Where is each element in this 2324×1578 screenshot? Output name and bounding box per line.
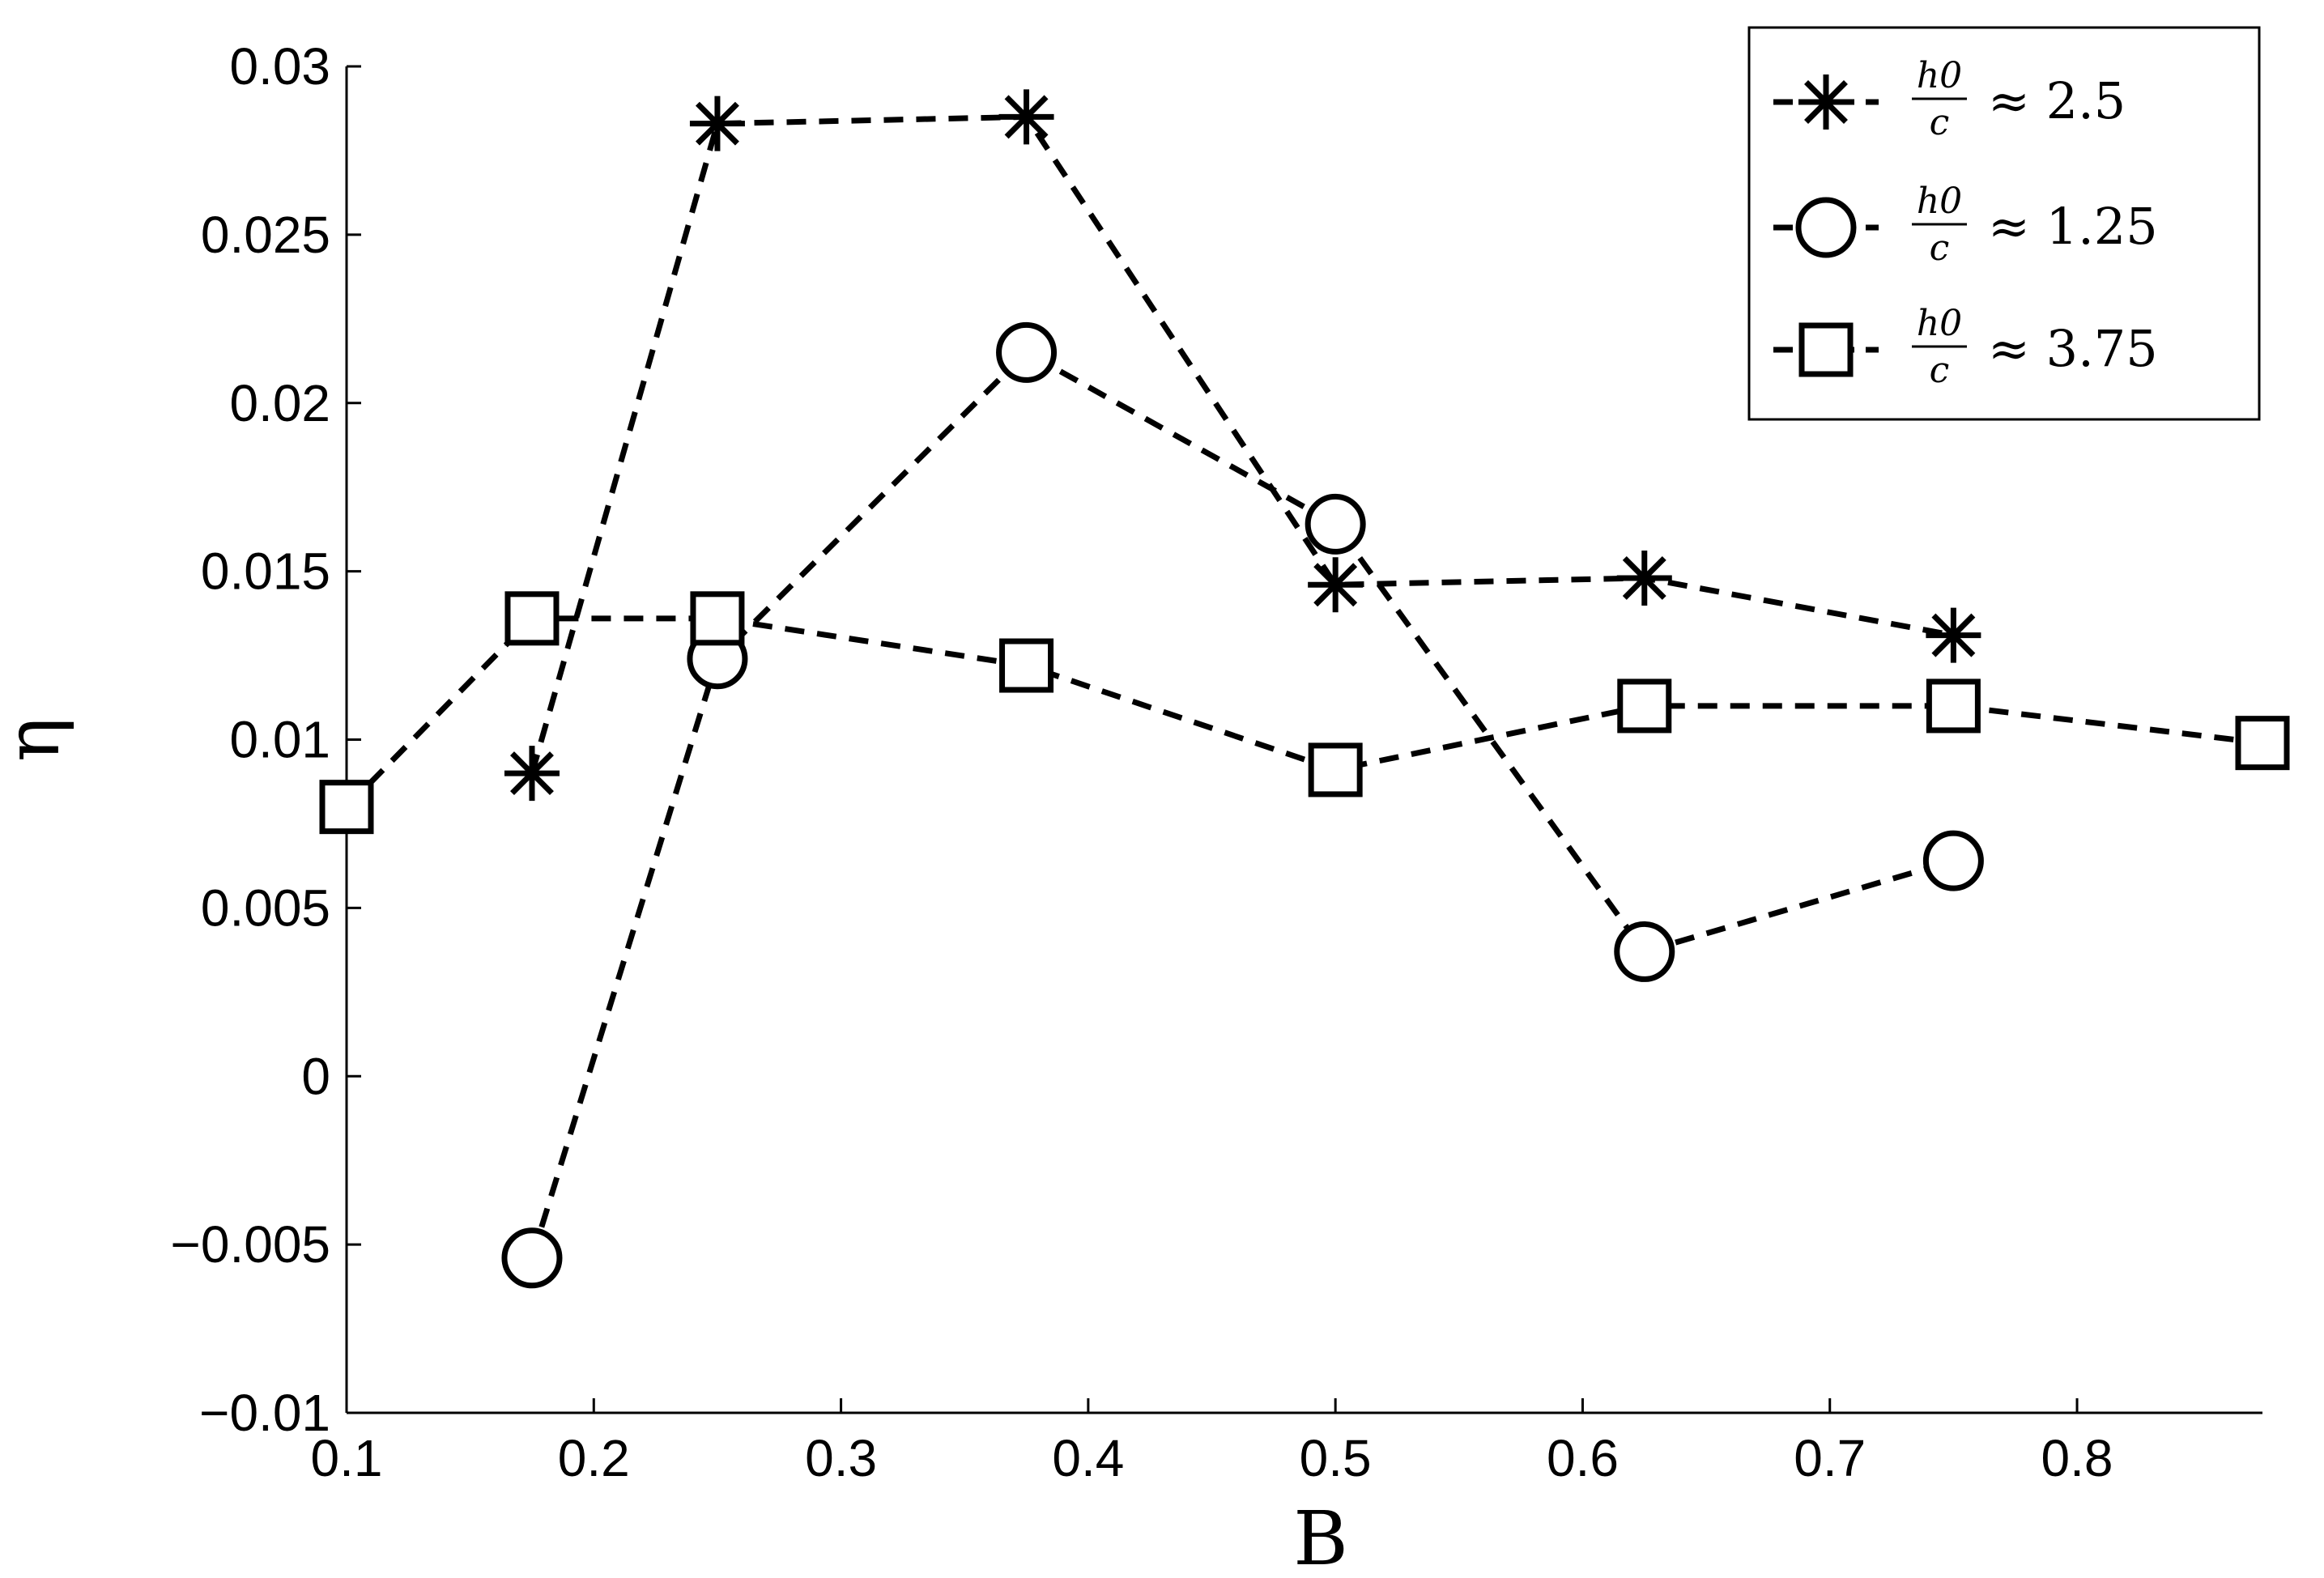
legend-entry: h0 c ≈ 3.75: [1773, 303, 2158, 391]
x-axis-label: B: [1293, 1495, 1348, 1578]
axes: 0.1 0.2 0.3 0.4 0.5 0.6 0.7 0.8 0.03 0.025 0.02 0.0…: [170, 37, 2262, 1487]
x-tick-label: 0.3: [805, 1429, 877, 1487]
legend-frac-denominator: c: [1930, 350, 1950, 391]
y-tick-label: 0.01: [229, 711, 330, 769]
legend-frac-numerator: h0: [1917, 303, 1962, 344]
x-tick-label: 0.1: [311, 1429, 383, 1487]
data-point: [2235, 716, 2290, 771]
marker-stroke: [1622, 555, 1666, 600]
marker-stroke: [1004, 95, 1049, 139]
data-point: [999, 638, 1054, 693]
marker-stroke: [1313, 563, 1358, 607]
legend-value: ≈ 3.75: [1988, 319, 2158, 378]
legend-value: ≈ 1.25: [1988, 197, 2158, 256]
data-point: [1617, 678, 1672, 734]
series-square: [319, 591, 2290, 835]
y-tick-label: 0.015: [201, 542, 330, 601]
y-tick-label: 0.02: [229, 374, 330, 432]
y-tick-label: 0.025: [201, 206, 330, 264]
x-tick-label: 0.2: [558, 1429, 630, 1487]
data-point: [504, 746, 560, 802]
x-tick-label: 0.8: [2041, 1429, 2113, 1487]
series-circle: [501, 321, 1984, 1289]
legend-frac-numerator: h0: [1917, 181, 1962, 222]
data-point: [1308, 557, 1364, 613]
data-point: [1614, 921, 1675, 982]
data-point: [689, 96, 745, 151]
legend: h0 c ≈ 2.5 h0 c ≈ 1.25 h0 c ≈ 3.75: [1747, 26, 2261, 421]
data-point: [996, 321, 1058, 383]
data-point: [1616, 550, 1672, 606]
y-tick-label: 0.005: [201, 878, 330, 937]
data-point: [998, 89, 1054, 145]
series-line: [344, 615, 2263, 810]
y-axis-label: η: [0, 717, 76, 762]
y-tick-label: −0.01: [199, 1384, 330, 1442]
legend-value: ≈ 2.5: [1988, 71, 2126, 130]
data-point: [501, 1227, 563, 1289]
legend-frac-denominator: c: [1930, 102, 1950, 143]
marker-stroke: [695, 101, 739, 146]
series-line: [529, 349, 1955, 1259]
y-tick-label: 0: [301, 1047, 330, 1105]
marker-stroke: [1804, 80, 1848, 124]
series-line: [529, 113, 1955, 775]
data-point: [1926, 607, 1981, 663]
y-tick-label: 0.03: [229, 37, 330, 96]
legend-marker: [1795, 197, 1857, 258]
data-point: [1305, 493, 1366, 555]
data-point: [690, 591, 745, 646]
marker-stroke: [510, 751, 554, 796]
data-point: [1926, 678, 1981, 734]
legend-entry: h0 c ≈ 2.5: [1773, 55, 2126, 143]
x-tick-label: 0.6: [1547, 1429, 1619, 1487]
legend-frac-denominator: c: [1930, 228, 1950, 269]
series-asterisk: [504, 89, 1981, 802]
legend-marker: [1798, 322, 1854, 377]
data-point: [504, 591, 560, 646]
y-tick-label: −0.005: [170, 1215, 330, 1274]
legend-frac-numerator: h0: [1917, 55, 1962, 96]
data-point: [1308, 742, 1363, 798]
data-point: [319, 780, 374, 835]
x-tick-label: 0.7: [1794, 1429, 1866, 1487]
legend-marker: [1798, 74, 1854, 130]
legend-entry: h0 c ≈ 1.25: [1773, 181, 2158, 269]
marker-stroke: [1931, 613, 1976, 657]
x-tick-label: 0.5: [1300, 1429, 1372, 1487]
series-layer: [319, 89, 2290, 1289]
x-tick-label: 0.4: [1052, 1429, 1124, 1487]
data-point: [1922, 830, 1984, 891]
